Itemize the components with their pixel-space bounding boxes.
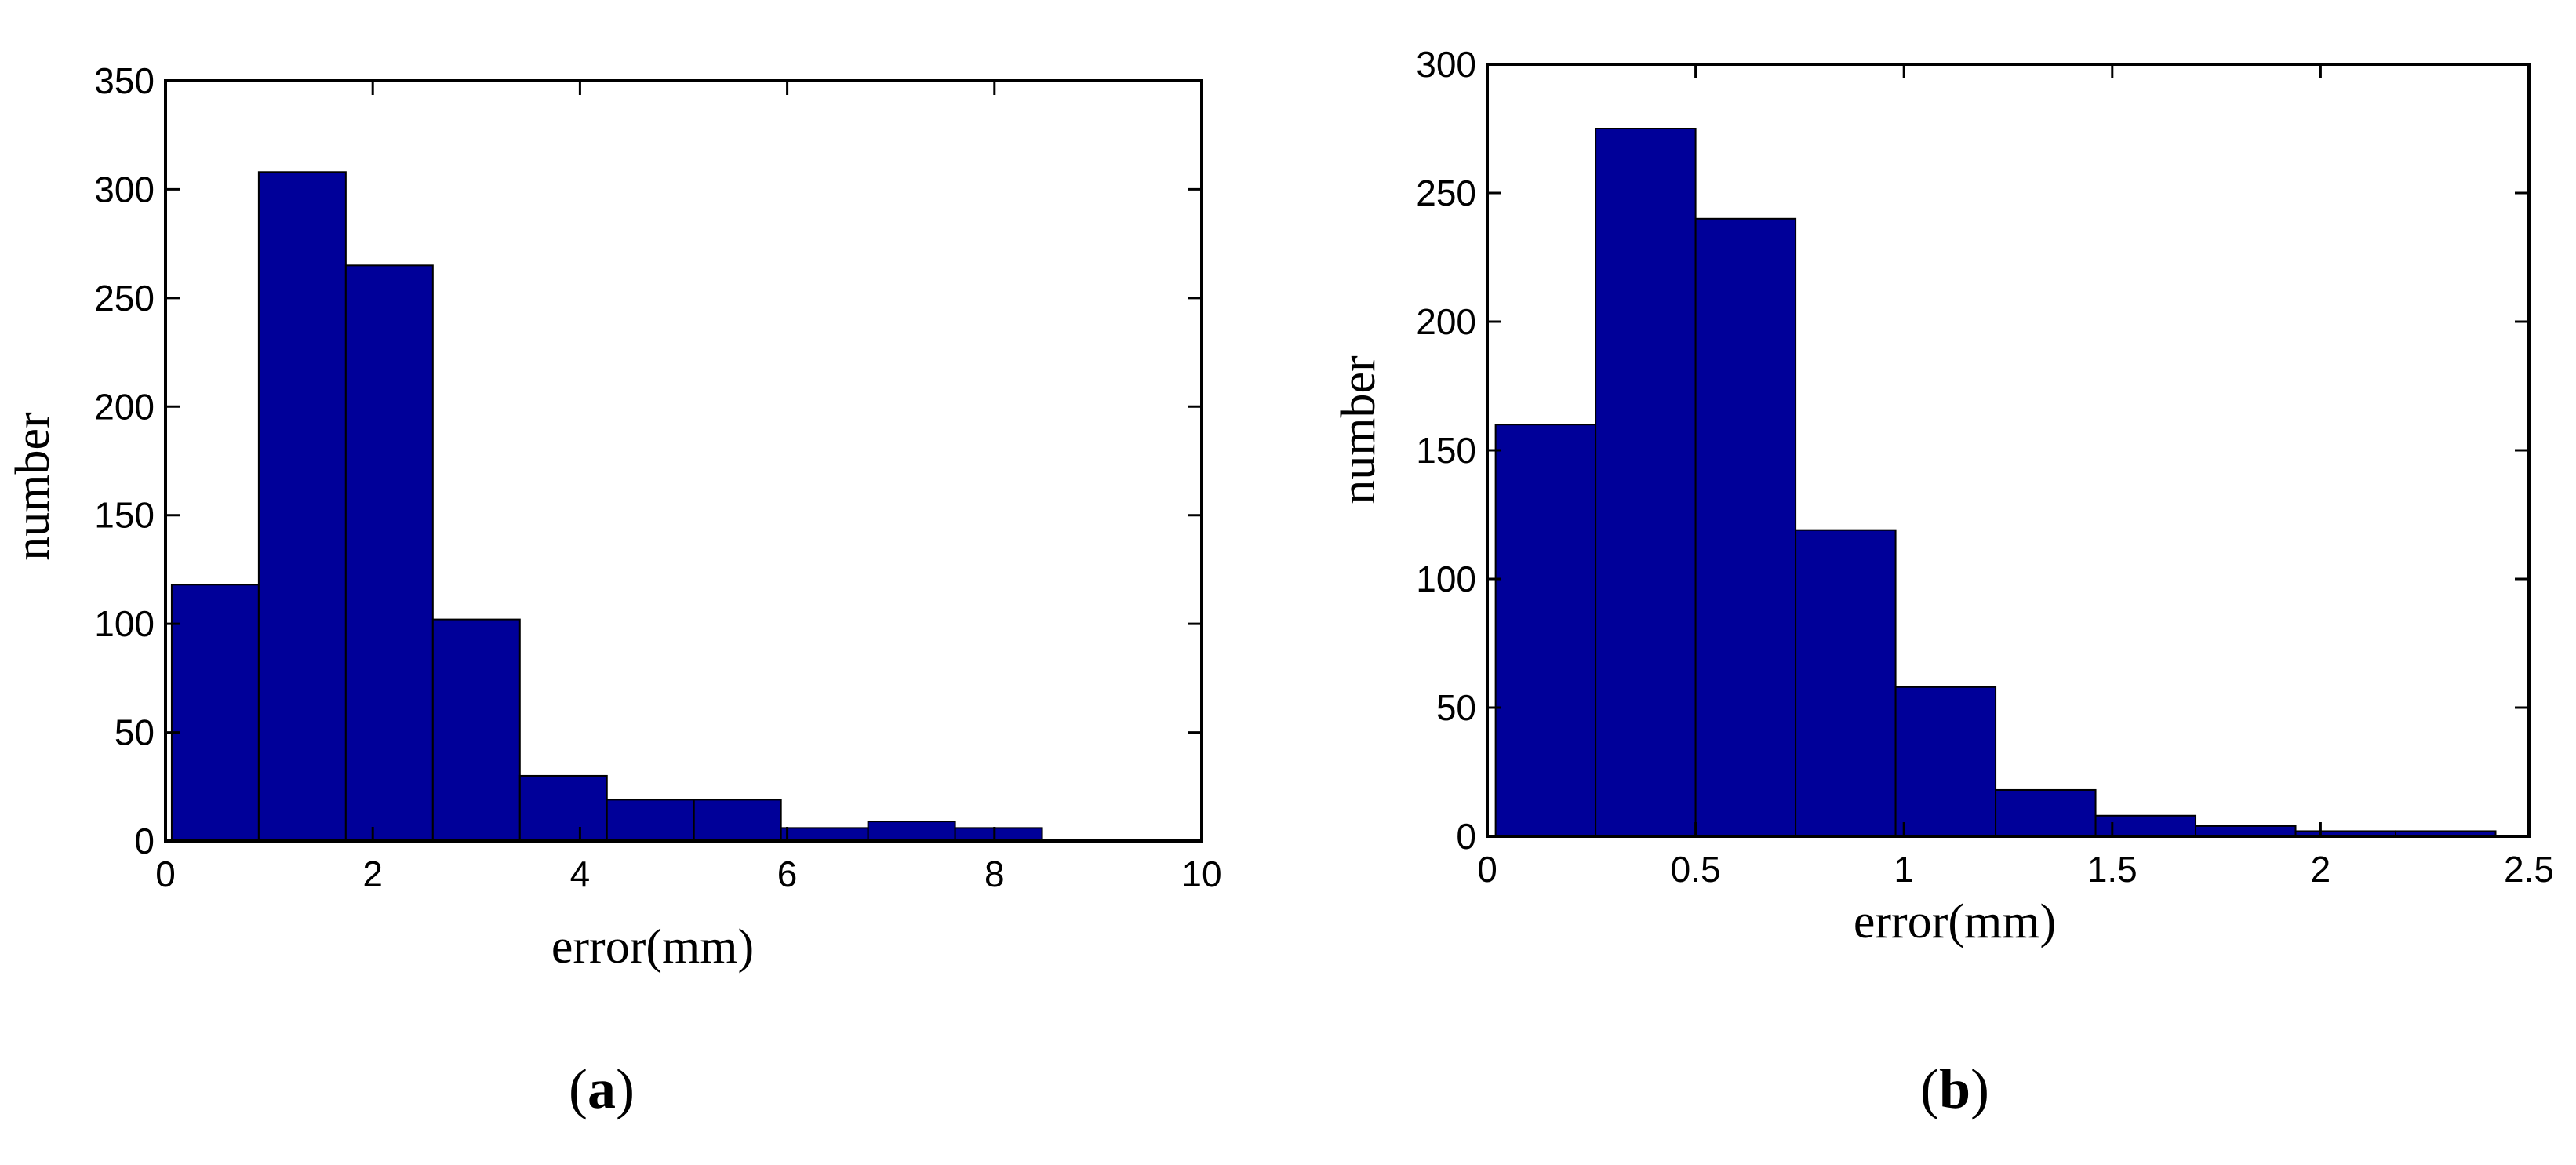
x-tick-label: 4 bbox=[570, 854, 591, 894]
y-tick-label: 50 bbox=[115, 712, 155, 753]
bar bbox=[1995, 788, 2097, 838]
bar bbox=[1694, 217, 1797, 837]
bars-a bbox=[170, 171, 1043, 843]
y-tick-label: 100 bbox=[94, 603, 155, 644]
y-tick-label: 0 bbox=[134, 821, 155, 861]
bar bbox=[1795, 529, 1897, 837]
bar bbox=[2094, 814, 2197, 838]
plot-frame-a bbox=[164, 79, 1203, 843]
bar bbox=[867, 821, 956, 843]
panel-letter-b: b bbox=[1939, 1058, 1970, 1120]
y-tick-label: 150 bbox=[94, 495, 155, 536]
ticks-b bbox=[1486, 63, 2531, 838]
y-tick-label: 0 bbox=[1456, 816, 1476, 857]
bar bbox=[1894, 686, 1997, 838]
x-tick-labels-a: 0 2 4 6 8 10 bbox=[155, 854, 1221, 894]
y-tick-labels-a: 0 50 100 150 200 250 300 350 bbox=[94, 60, 155, 861]
y-axis-title-a: number bbox=[6, 412, 60, 561]
histogram-panel-a: 0 50 100 150 200 250 300 350 0 2 4 6 8 10 number err… bbox=[6, 60, 1222, 1120]
y-tick-labels-b: 0 50 100 150 200 250 300 bbox=[1416, 44, 1476, 857]
y-axis-title-b: number bbox=[1332, 355, 1385, 504]
panel-label-a: (a) bbox=[569, 1058, 635, 1120]
x-tick-label: 2 bbox=[362, 854, 383, 894]
bar bbox=[518, 774, 608, 843]
x-tick-label: 8 bbox=[984, 854, 1005, 894]
x-tick-label: 10 bbox=[1181, 854, 1221, 894]
panel-label-b: (b) bbox=[1920, 1058, 1989, 1120]
x-tick-label: 0 bbox=[1477, 849, 1497, 890]
y-tick-label: 250 bbox=[94, 278, 155, 319]
y-tick-label: 250 bbox=[1416, 173, 1476, 213]
y-tick-label: 300 bbox=[94, 169, 155, 209]
bars-b bbox=[1494, 128, 2497, 838]
bar bbox=[1595, 128, 1697, 837]
histogram-panel-b: 0 50 100 150 200 250 300 0 0.5 1 1.5 2 2.5 number e… bbox=[1332, 44, 2554, 1120]
bar bbox=[257, 171, 347, 842]
y-tick-label: 200 bbox=[94, 386, 155, 427]
bar bbox=[1494, 424, 1597, 837]
bar bbox=[693, 799, 782, 843]
x-tick-label: 1 bbox=[1894, 849, 1914, 890]
x-tick-label: 0 bbox=[155, 854, 176, 894]
x-tick-label: 6 bbox=[777, 854, 798, 894]
y-tick-label: 300 bbox=[1416, 44, 1476, 85]
ticks-a bbox=[164, 79, 1203, 843]
x-axis-title-a: error(mm) bbox=[551, 920, 754, 974]
x-tick-label: 2.5 bbox=[2504, 849, 2554, 890]
bar bbox=[344, 264, 434, 843]
x-tick-label: 1.5 bbox=[2087, 849, 2138, 890]
panel-letter-a: a bbox=[588, 1058, 616, 1120]
bar bbox=[954, 827, 1043, 842]
x-tick-label: 2 bbox=[2311, 849, 2331, 890]
bar bbox=[606, 799, 695, 843]
x-tick-labels-b: 0 0.5 1 1.5 2 2.5 bbox=[1477, 849, 2554, 890]
bar bbox=[780, 827, 869, 842]
bar bbox=[431, 618, 521, 842]
y-tick-label: 350 bbox=[94, 60, 155, 101]
y-tick-label: 100 bbox=[1416, 559, 1476, 599]
x-tick-label: 0.5 bbox=[1671, 849, 1721, 890]
bar bbox=[170, 584, 260, 843]
y-tick-label: 150 bbox=[1416, 430, 1476, 471]
x-axis-title-b: error(mm) bbox=[1854, 895, 2056, 948]
y-tick-label: 50 bbox=[1436, 687, 1476, 728]
y-tick-label: 200 bbox=[1416, 301, 1476, 342]
